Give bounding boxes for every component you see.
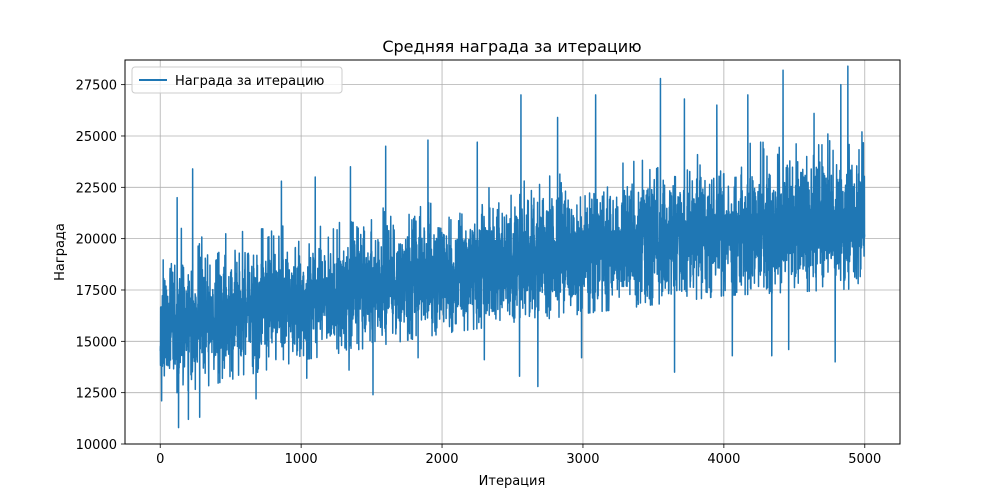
x-tick-label: 4000	[707, 452, 740, 467]
series-line	[159, 65, 866, 429]
y-tick-label: 25000	[76, 130, 117, 145]
plot-series	[159, 65, 866, 429]
x-tick-label: 1000	[285, 452, 318, 467]
x-tick-label: 2000	[425, 452, 458, 467]
legend-box	[131, 66, 343, 94]
y-tick-label: 15000	[76, 335, 117, 350]
y-axis-label: Награда	[53, 223, 68, 281]
plot-frame	[124, 59, 901, 445]
x-tick-label: 0	[156, 452, 164, 467]
x-tick-label: 3000	[566, 452, 599, 467]
y-tick-label: 22500	[76, 181, 117, 196]
chart-title: Средняя награда за итерацию	[382, 37, 641, 56]
legend-entry-label: Награда за итерацию	[175, 74, 324, 89]
axis-ticks: 0 1000 2000 3000 4000 5000 10000 12500 15000 1750…	[76, 79, 882, 467]
legend: Награда за итерацию	[131, 66, 343, 94]
y-tick-label: 17500	[76, 284, 117, 299]
y-tick-label: 12500	[76, 387, 117, 402]
y-tick-label: 10000	[76, 438, 117, 453]
x-tick-label: 5000	[848, 452, 881, 467]
y-tick-label: 27500	[76, 79, 117, 94]
x-axis-label: Итерация	[479, 474, 546, 489]
y-tick-label: 20000	[76, 233, 117, 248]
